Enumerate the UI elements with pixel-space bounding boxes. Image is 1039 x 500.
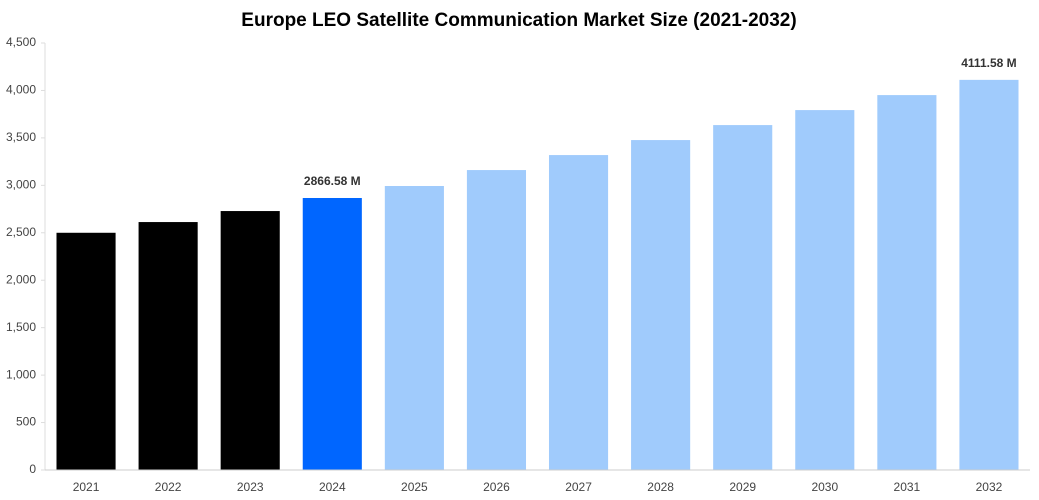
x-tick-label: 2027 xyxy=(565,480,592,494)
x-tick-label: 2025 xyxy=(401,480,428,494)
chart-title: Europe LEO Satellite Communication Marke… xyxy=(241,10,796,31)
x-tick-label: 2026 xyxy=(483,480,510,494)
x-tick-label: 2023 xyxy=(237,480,264,494)
bar xyxy=(220,211,280,470)
bar xyxy=(302,197,362,470)
y-tick-label: 1,500 xyxy=(6,320,36,334)
x-tick-label: 2032 xyxy=(976,480,1003,494)
y-tick-label: 0 xyxy=(29,462,36,476)
x-tick-label: 2031 xyxy=(894,480,921,494)
x-tick-label: 2028 xyxy=(647,480,674,494)
value-label: 2866.58 M xyxy=(304,174,361,188)
y-tick-label: 1,000 xyxy=(6,367,36,381)
x-tick-label: 2021 xyxy=(73,480,100,494)
y-tick-label: 2,000 xyxy=(6,272,36,286)
x-tick-label: 2024 xyxy=(319,480,346,494)
y-tick-label: 3,000 xyxy=(6,178,36,192)
bar xyxy=(877,95,937,471)
bar xyxy=(631,140,691,470)
y-tick-label: 4,000 xyxy=(6,83,36,97)
bar xyxy=(959,79,1019,470)
y-tick-label: 3,500 xyxy=(6,130,36,144)
bar xyxy=(795,110,855,471)
x-tick-label: 2029 xyxy=(729,480,756,494)
y-tick-label: 500 xyxy=(16,415,36,429)
x-tick-label: 2022 xyxy=(155,480,182,494)
y-tick-label: 4,500 xyxy=(6,35,36,49)
value-label: 4111.58 M xyxy=(961,56,1016,70)
x-tick-label: 2030 xyxy=(811,480,838,494)
y-tick-label: 2,500 xyxy=(6,225,36,239)
bar xyxy=(466,170,527,471)
bar xyxy=(548,155,609,470)
bar xyxy=(56,232,116,470)
bar xyxy=(713,125,773,470)
bar xyxy=(384,185,444,470)
bar xyxy=(138,222,198,470)
